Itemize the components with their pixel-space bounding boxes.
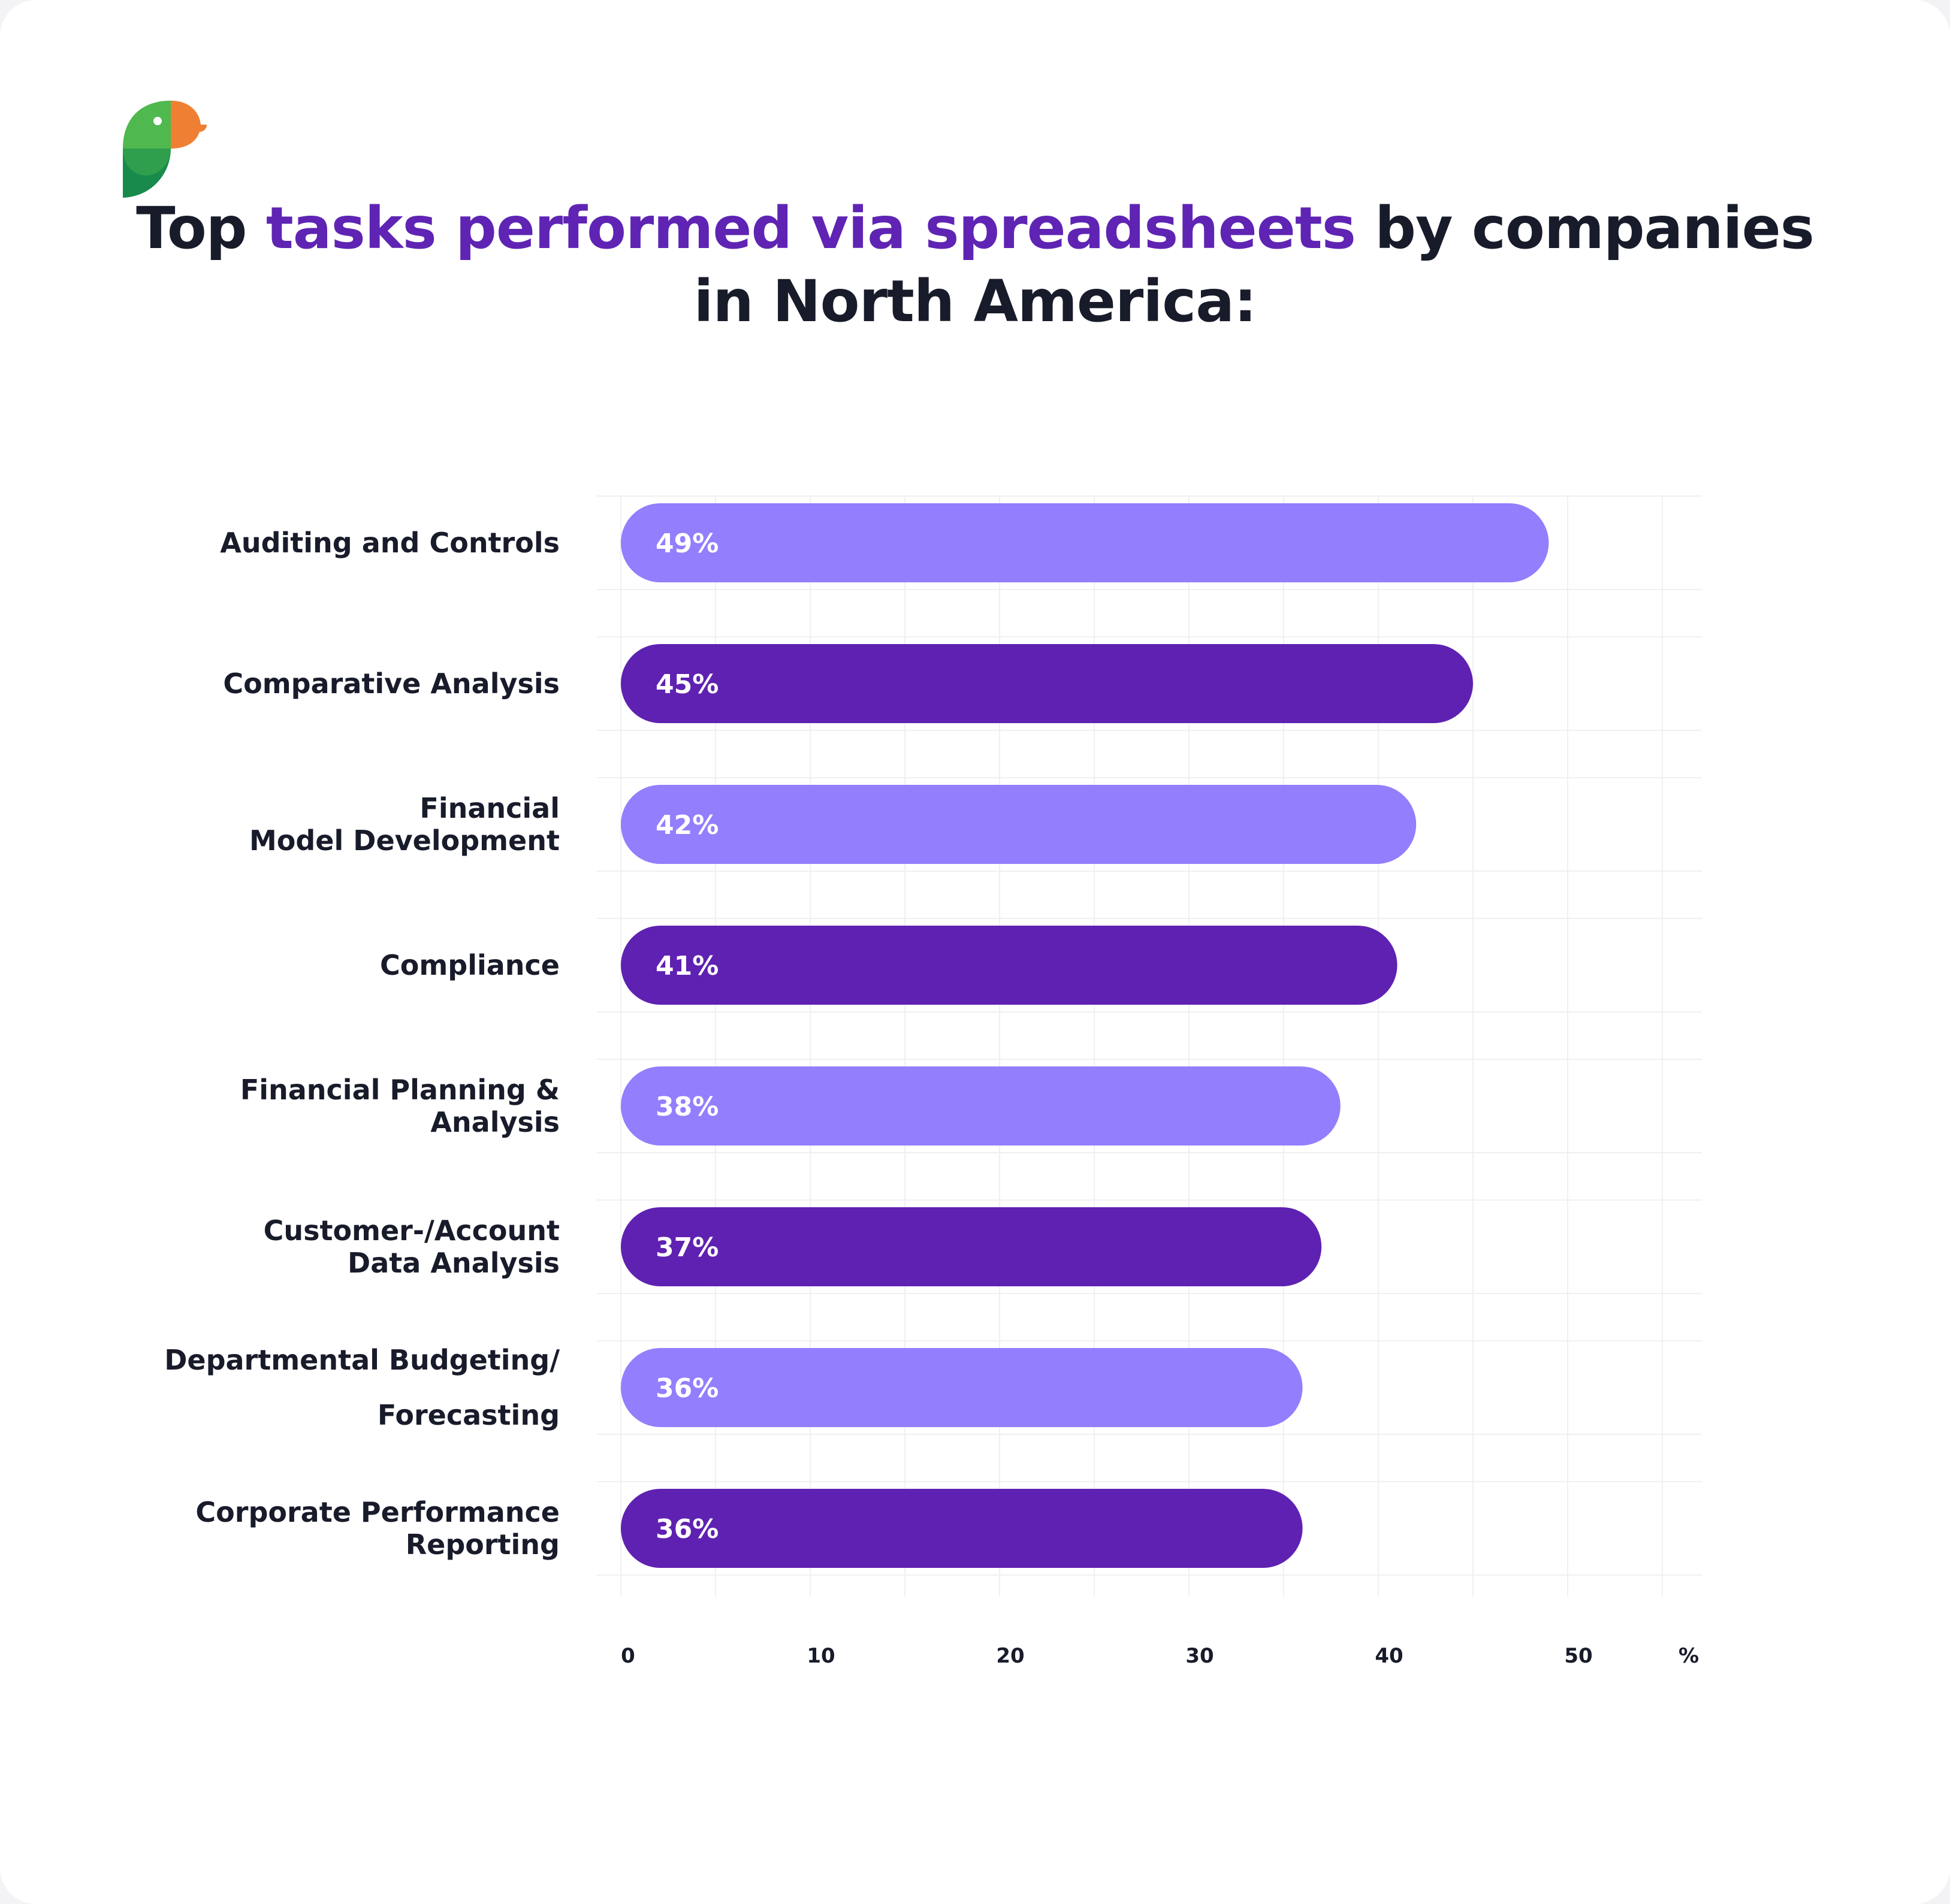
bar <box>621 1348 1303 1427</box>
title-part-1: Top <box>136 195 266 262</box>
title-line-2: in North America: <box>693 268 1257 335</box>
category-label: Analysis <box>430 1106 560 1138</box>
bar-value-label: 38% <box>656 1092 719 1122</box>
bar <box>621 785 1417 864</box>
bar-value-label: 41% <box>656 951 719 981</box>
bar-value-label: 42% <box>656 810 719 841</box>
bar-value-label: 49% <box>656 528 719 559</box>
title-highlight: tasks performed via spreadsheets <box>265 195 1356 262</box>
x-tick-label: 40 <box>1375 1644 1403 1668</box>
category-label: Reporting <box>406 1528 560 1561</box>
category-label: Data Analysis <box>348 1247 560 1279</box>
bar <box>621 644 1473 723</box>
chart-title: Top tasks performed via spreadsheets by … <box>0 192 1950 338</box>
category-label: Model Development <box>249 824 560 857</box>
category-label: Compliance <box>380 949 560 981</box>
category-label: Financial Planning & <box>240 1074 560 1106</box>
category-label: Forecasting <box>378 1399 560 1431</box>
x-axis-unit-label: % <box>1679 1644 1699 1668</box>
x-tick-label: 0 <box>621 1644 635 1668</box>
category-label: Auditing and Controls <box>220 527 560 559</box>
bar-value-label: 36% <box>656 1514 719 1545</box>
bar <box>621 926 1397 1005</box>
x-tick-label: 10 <box>807 1644 835 1668</box>
x-tick-label: 20 <box>996 1644 1024 1668</box>
x-tick-label: 50 <box>1564 1644 1592 1668</box>
bar <box>621 1489 1303 1568</box>
bar <box>621 1207 1322 1286</box>
category-label: Departmental Budgeting/ <box>164 1344 560 1376</box>
title-part-2: by companies <box>1355 195 1815 262</box>
category-label: Customer-/Account <box>264 1214 560 1247</box>
bar <box>621 1066 1341 1146</box>
x-tick-label: 30 <box>1185 1644 1214 1668</box>
category-label: Corporate Performance <box>195 1496 560 1528</box>
bar <box>621 503 1549 582</box>
bar-value-label: 36% <box>656 1373 719 1404</box>
category-label: Comparative Analysis <box>223 667 560 700</box>
bar-value-label: 45% <box>656 669 719 700</box>
parrot-logo-icon <box>123 101 207 198</box>
category-label: Financial <box>419 792 560 824</box>
bar-value-label: 37% <box>656 1232 719 1263</box>
title-line-1: Top tasks performed via spreadsheets by … <box>0 192 1950 265</box>
